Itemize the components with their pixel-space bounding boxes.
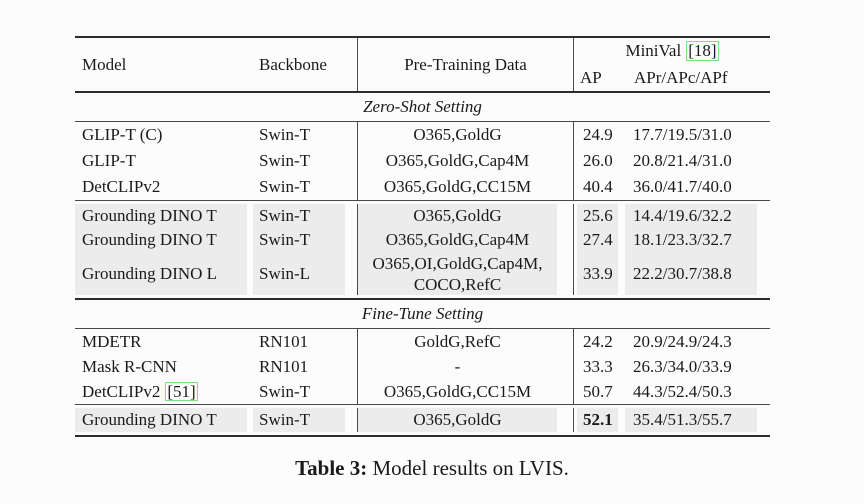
table-row-highlighted: Grounding DINO T Swin-T O365,GoldG,Cap4M… (75, 228, 770, 252)
model-name: MDETR (82, 331, 142, 351)
citation-51[interactable]: [51] (165, 381, 198, 402)
rule (75, 200, 770, 201)
table-top-rule (75, 36, 770, 38)
ap-value-best: 52.1 (577, 408, 618, 432)
pretrain-data: O365,GoldG,CC15M (383, 381, 532, 401)
apr-values: 14.4/19.6/32.2 (625, 204, 757, 228)
header-model: Model (82, 54, 127, 74)
model-name: Grounding DINO T (75, 204, 247, 228)
model-name: Grounding DINO T (75, 228, 247, 252)
table-row: GLIP-T Swin-T O365,GoldG,Cap4M 26.0 20.8… (75, 148, 770, 174)
fine-tune-grounding-dino-row: Grounding DINO T Swin-T O365,GoldG 52.1 … (75, 405, 770, 435)
apr-values: 20.8/21.4/31.0 (633, 151, 732, 170)
header-ap: AP (580, 67, 602, 87)
table-row-highlighted: Grounding DINO T Swin-T O365,GoldG 52.1 … (75, 408, 770, 432)
apr-values: 36.0/41.7/40.0 (633, 177, 732, 196)
rule (75, 121, 770, 122)
zero-shot-baseline-rows: GLIP-T (C) Swin-T O365,GoldG 24.9 17.7/1… (75, 122, 770, 200)
apr-values: 44.3/52.4/50.3 (633, 381, 732, 401)
pretrain-data: O365,GoldG (358, 408, 557, 432)
table-row-highlighted: Grounding DINO T Swin-T O365,GoldG 25.6 … (75, 204, 770, 228)
backbone: Swin-T (253, 228, 345, 252)
table-row: DetCLIPv2 Swin-T O365,GoldG,CC15M 40.4 3… (75, 174, 770, 200)
apr-values: 22.2/30.7/38.8 (625, 252, 757, 295)
section-title-fine-tune: Fine-Tune Setting (361, 304, 484, 323)
backbone: Swin-T (253, 204, 345, 228)
apr-values: 18.1/23.3/32.7 (625, 228, 757, 252)
pretrain-data: O365,GoldG,Cap4M (385, 151, 530, 170)
model-name: Mask R-CNN (82, 356, 177, 376)
ap-value: 24.9 (583, 125, 613, 144)
apr-values: 20.9/24.9/24.3 (633, 331, 732, 351)
pretrain-data: O365,OI,GoldG,Cap4M, COCO,RefC (358, 252, 557, 295)
pretrain-data: O365,GoldG (358, 204, 557, 228)
ap-value: 33.3 (583, 356, 613, 376)
header-minival: MiniVal [18] (574, 38, 770, 64)
header-backbone: Backbone (259, 54, 327, 74)
rule (75, 404, 770, 405)
pretrain-data: O365,GoldG,CC15M (383, 177, 532, 196)
fine-tune-baseline-rows: MDETR RN101 GoldG,RefC 24.2 20.9/24.9/24… (75, 329, 770, 404)
backbone: RN101 (259, 356, 309, 376)
table-row: Mask R-CNN RN101 - 33.3 26.3/34.0/33.9 (75, 354, 770, 379)
rule (75, 328, 770, 329)
backbone: Swin-T (259, 151, 310, 170)
caption-label: Table 3: (295, 456, 368, 480)
header-apr-apc-apf: APr/APc/APf (634, 67, 728, 87)
model-name: DetCLIPv2 (82, 381, 161, 401)
backbone: Swin-T (259, 381, 310, 401)
table-row-highlighted: Grounding DINO L Swin-L O365,OI,GoldG,Ca… (75, 252, 770, 295)
minival-label: MiniVal (625, 41, 682, 60)
table-row: GLIP-T (C) Swin-T O365,GoldG 24.9 17.7/1… (75, 122, 770, 148)
ap-value: 25.6 (577, 204, 618, 228)
model-name: DetCLIPv2 (82, 177, 161, 196)
header-minival-group: MiniVal [18] AP APr/APc/APf (573, 38, 770, 91)
model-name: GLIP-T (82, 151, 136, 170)
pretrain-data: O365,GoldG,Cap4M (358, 228, 557, 252)
header-bottom-rule (75, 91, 770, 93)
backbone: Swin-T (253, 408, 345, 432)
zero-shot-grounding-dino-rows: Grounding DINO T Swin-T O365,GoldG 25.6 … (75, 201, 770, 298)
model-name: GLIP-T (C) (82, 125, 163, 144)
backbone: Swin-T (259, 177, 310, 196)
apr-values: 26.3/34.0/33.9 (633, 356, 732, 376)
citation-18[interactable]: [18] (686, 41, 719, 61)
table-row: MDETR RN101 GoldG,RefC 24.2 20.9/24.9/24… (75, 329, 770, 354)
backbone: Swin-T (259, 125, 310, 144)
apr-values: 17.7/19.5/31.0 (633, 125, 732, 144)
ap-value: 33.9 (577, 252, 618, 295)
model-name: Grounding DINO T (75, 408, 247, 432)
table-caption: Table 3: Model results on LVIS. (0, 456, 864, 481)
backbone: Swin-L (253, 252, 345, 295)
ap-value: 27.4 (577, 228, 618, 252)
ap-value: 24.2 (583, 331, 613, 351)
section-title-zero-shot: Zero-Shot Setting (363, 97, 482, 116)
backbone: RN101 (259, 331, 309, 351)
ap-value: 50.7 (583, 381, 613, 401)
pretrain-data: GoldG,RefC (414, 331, 501, 351)
ap-value: 40.4 (583, 177, 613, 196)
table-header: Model Backbone Pre-Training Data MiniVal… (75, 38, 770, 91)
table-row: DetCLIPv2 [51] Swin-T O365,GoldG,CC15M 5… (75, 379, 770, 404)
header-metrics: AP APr/APc/APf (574, 64, 770, 91)
model-name-with-citation: DetCLIPv2 [51] (75, 379, 247, 404)
caption-text: Model results on LVIS. (372, 456, 569, 480)
model-name: Grounding DINO L (75, 252, 247, 295)
results-table: Model Backbone Pre-Training Data MiniVal… (75, 36, 770, 437)
pretrain-data: O365,GoldG (413, 125, 502, 144)
section-divider-rule (75, 298, 770, 300)
apr-values: 35.4/51.3/55.7 (625, 408, 757, 432)
header-pretraining-data: Pre-Training Data (357, 38, 573, 91)
paper-page: Model Backbone Pre-Training Data MiniVal… (0, 36, 864, 481)
pretrain-data: - (454, 356, 461, 376)
ap-value: 26.0 (583, 151, 613, 170)
table-bottom-rule (75, 435, 770, 437)
